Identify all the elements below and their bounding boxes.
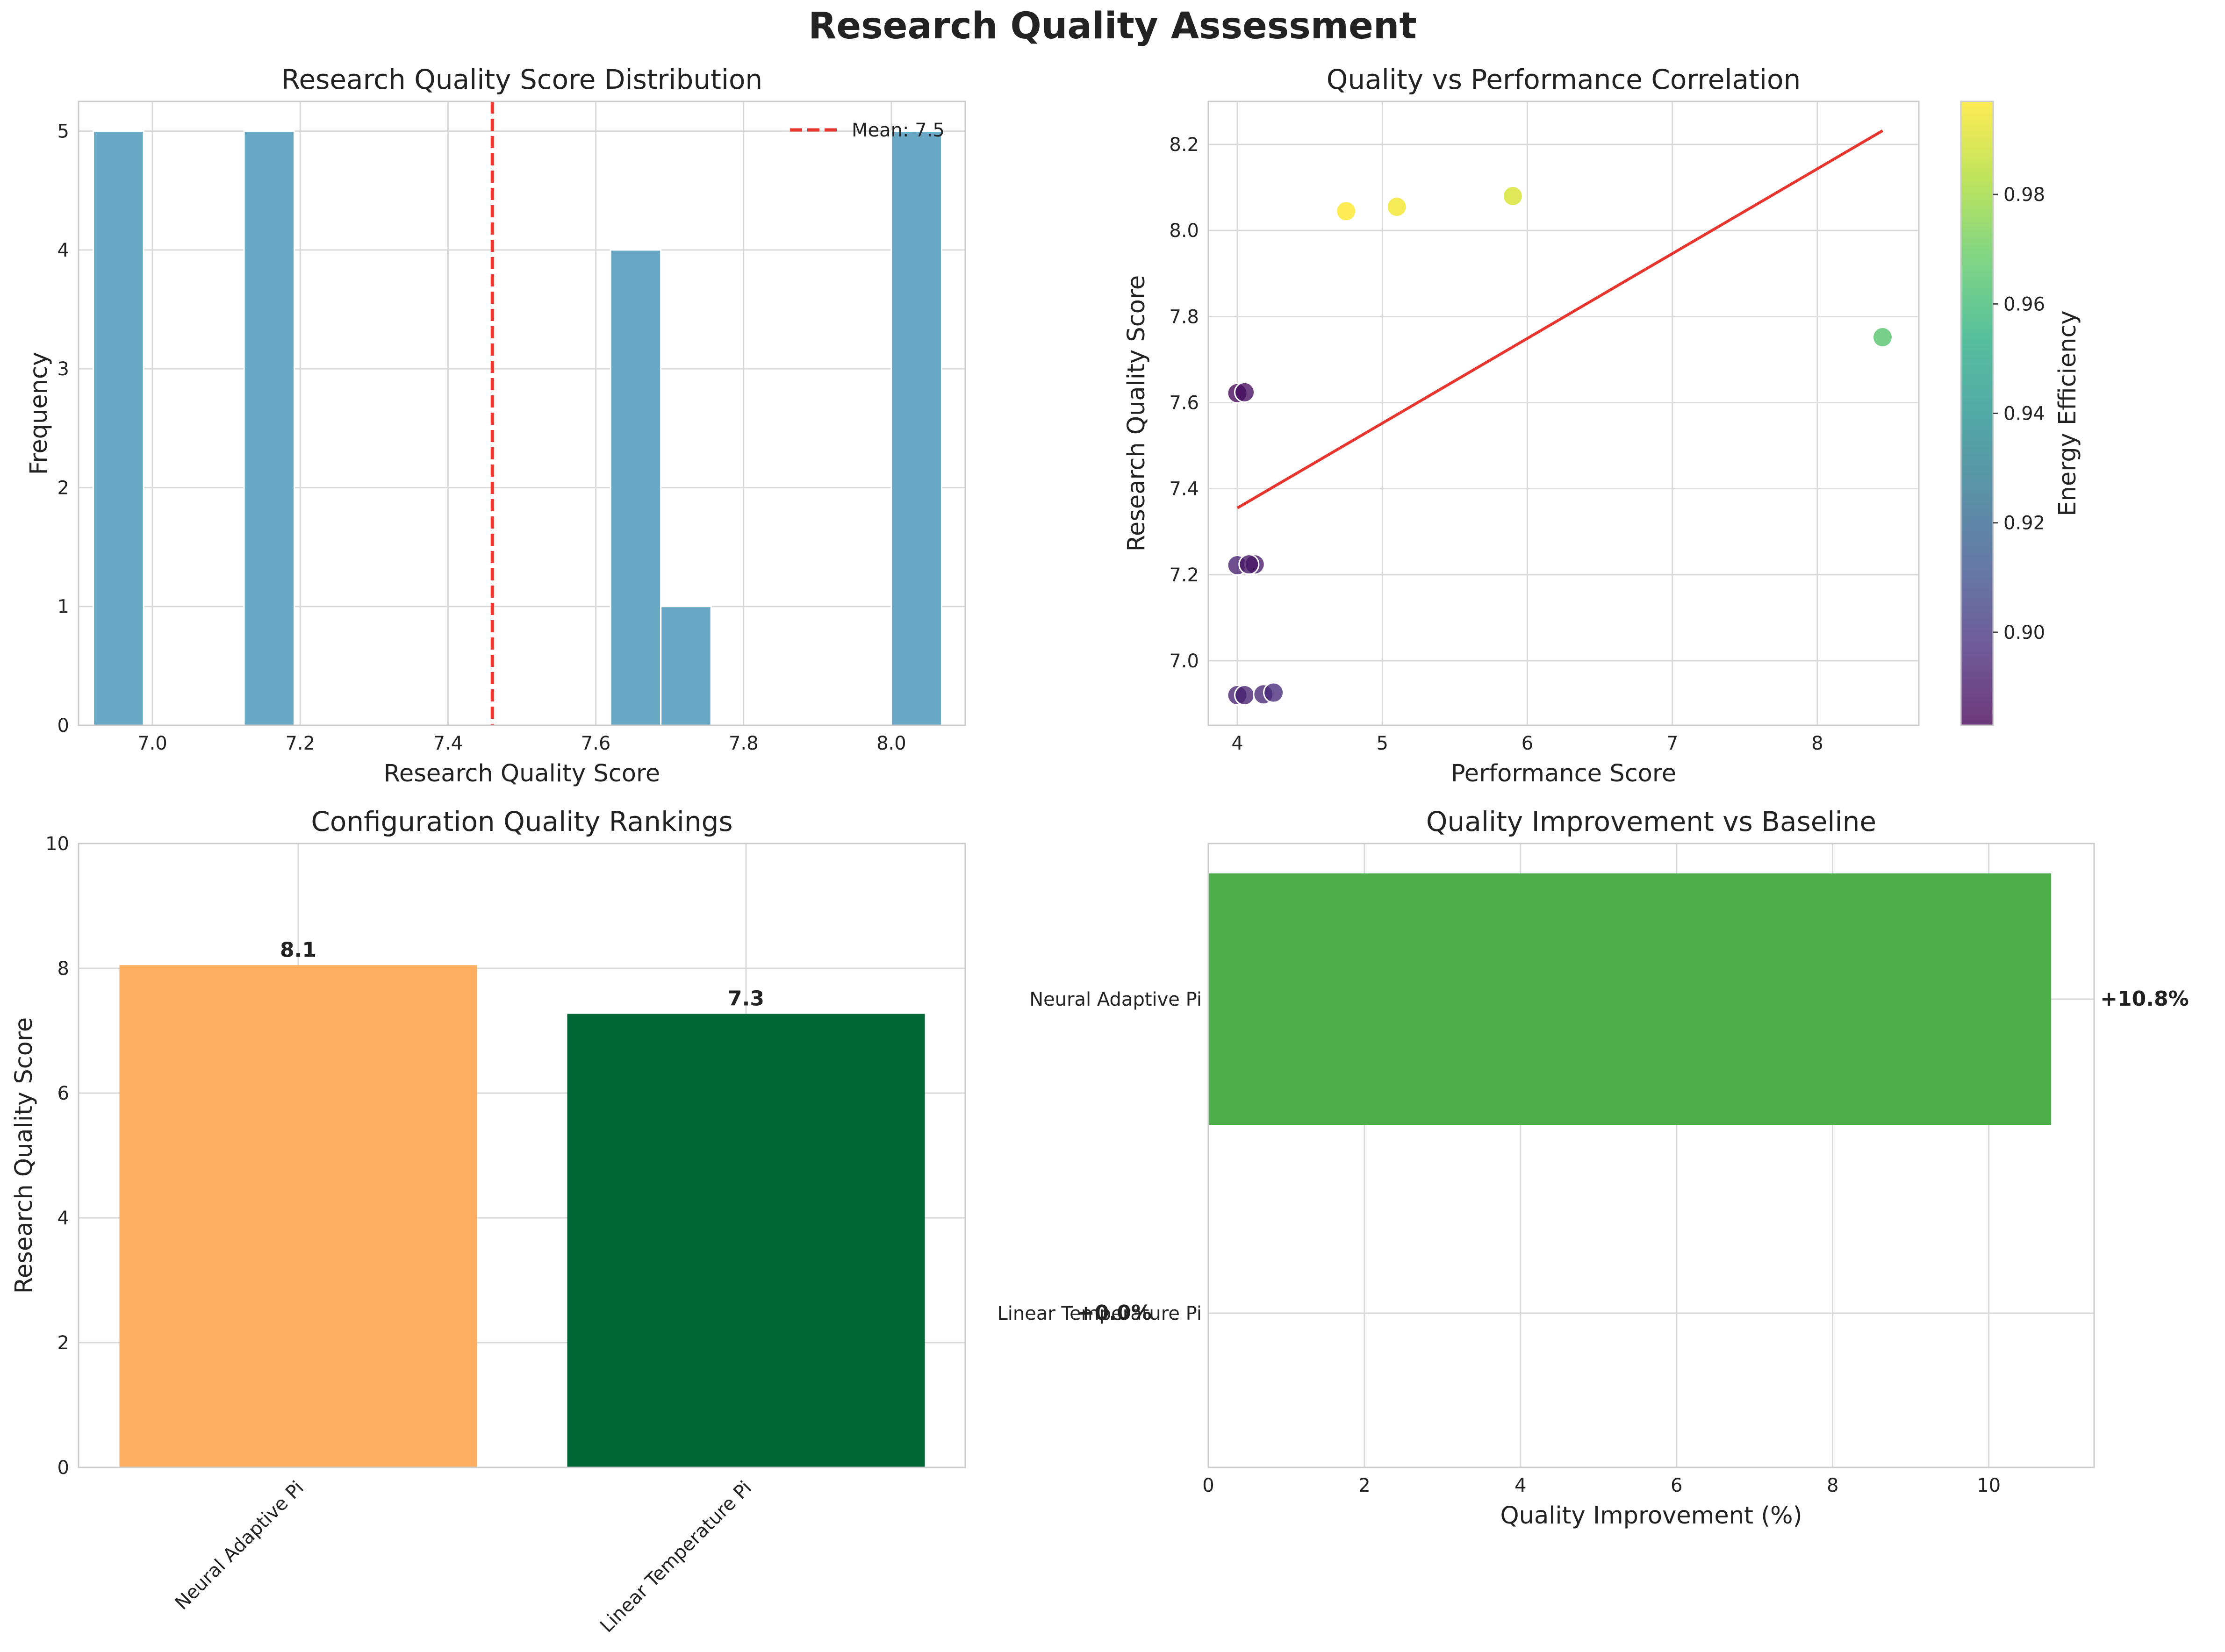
- y-axis-label: Research Quality Score: [10, 1017, 38, 1294]
- x-tick-label: Linear Temperature Pi: [596, 1477, 756, 1637]
- x-tick-label: 7.4: [433, 733, 463, 754]
- axes-frame: [1207, 843, 2095, 1468]
- colorbar-tick-label: 0.90: [2003, 622, 2045, 644]
- y-tick-label: 7.8: [1169, 306, 1199, 328]
- y-tick-label: 2: [57, 477, 69, 499]
- colorbar-tick-label: 0.94: [2003, 403, 2045, 425]
- histogram-bar: [243, 130, 295, 726]
- y-axis-label: Frequency: [25, 352, 53, 475]
- improvement-panel: 0 2 4 6 8 10 Neural Adaptive Pi +10.8% Linear Te…: [998, 806, 2189, 1530]
- x-tick-label: 7.6: [581, 733, 611, 754]
- y-axis-label: Research Quality Score: [1123, 275, 1150, 551]
- x-tick-label: 7: [1666, 733, 1678, 754]
- colorbar-tick-label: 0.98: [2003, 184, 2045, 206]
- x-tick-label: 8: [1811, 733, 1823, 754]
- colorbar-label: Energy Efficiency: [2054, 310, 2081, 516]
- y-tick-label: Linear Temperature Pi: [998, 1303, 1202, 1324]
- bar-value-label: +10.8%: [2100, 987, 2189, 1011]
- axes-frame: [78, 843, 966, 1468]
- y-tick-label: 1: [57, 596, 69, 618]
- y-tick-label: 8: [57, 958, 69, 980]
- figure-title: Research Quality Assessment: [808, 5, 1417, 47]
- y-tick-label: 8.0: [1169, 220, 1199, 242]
- axes-frame: [1207, 100, 1920, 726]
- histogram-bar: [890, 130, 942, 726]
- ranking-bar: [567, 1014, 925, 1467]
- x-tick-label: 7.0: [137, 733, 167, 754]
- scatter-point: [1872, 327, 1893, 348]
- x-axis-label: Research Quality Score: [384, 760, 660, 787]
- y-tick-label: 7.0: [1169, 651, 1199, 672]
- x-axis-label: Quality Improvement (%): [1500, 1502, 1802, 1530]
- y-tick-label: 5: [57, 121, 69, 143]
- x-tick-label: 2: [1358, 1475, 1370, 1496]
- histogram-panel: 7.0 7.2 7.4 7.6 7.8 8.0 0 1 2 3 4 5 Mean: 7.5 Researc…: [25, 64, 966, 787]
- y-tick-label: 0: [57, 715, 69, 737]
- y-tick-label: 10: [45, 833, 69, 855]
- y-tick-label: 7.2: [1169, 565, 1199, 586]
- improvement-bar: [1208, 873, 2052, 1125]
- y-tick-label: 6: [57, 1083, 69, 1104]
- scatter-point: [1335, 200, 1357, 222]
- y-tick-label: 7.4: [1169, 479, 1199, 500]
- panel-title: Configuration Quality Rankings: [311, 806, 732, 837]
- colorbar-tick-label: 0.96: [2003, 293, 2045, 315]
- y-tick-label: Neural Adaptive Pi: [1029, 989, 1202, 1010]
- x-axis-label: Performance Score: [1451, 760, 1676, 787]
- scatter-panel: 4 5 6 7 8 7.0 7.2 7.4 7.6 7.8 8.0 8.2 Quality vs Per…: [1123, 64, 2081, 787]
- x-tick-label: 4: [1231, 733, 1243, 754]
- colorbar: [1961, 101, 1993, 725]
- scatter-point: [1238, 554, 1260, 575]
- x-tick-label: 8.0: [876, 733, 906, 754]
- y-tick-label: 0: [57, 1457, 69, 1479]
- y-tick-label: 8.2: [1169, 134, 1199, 156]
- x-tick-label: 0: [1202, 1475, 1214, 1496]
- legend-mean-label: Mean: 7.5: [852, 120, 945, 141]
- ranking-bar: [119, 965, 477, 1467]
- trend-line: [1236, 129, 1883, 509]
- axes-frame: [78, 100, 966, 726]
- scatter-point: [1234, 685, 1256, 706]
- scatter-point: [1502, 186, 1523, 207]
- y-tick-label: 4: [57, 1208, 69, 1229]
- panel-title: Research Quality Score Distribution: [281, 64, 762, 95]
- histogram-bar: [93, 130, 144, 726]
- scatter-point: [1263, 682, 1285, 703]
- colorbar-tick-label: 0.92: [2003, 513, 2045, 534]
- bar-value-label: 7.3: [728, 987, 764, 1010]
- x-tick-label: 8: [1827, 1475, 1838, 1496]
- y-tick-label: 3: [57, 358, 69, 380]
- x-tick-label: 10: [1977, 1475, 2001, 1496]
- x-tick-label: 7.2: [285, 733, 315, 754]
- histogram-bar: [660, 606, 712, 726]
- x-tick-label: 4: [1514, 1475, 1526, 1496]
- bar-value-label: +0.0%: [1077, 1301, 1152, 1325]
- histogram-bar: [610, 249, 662, 726]
- y-tick-label: 2: [57, 1332, 69, 1354]
- x-tick-label: 7.8: [729, 733, 759, 754]
- rankings-panel: 0 2 4 6 8 10 8.1 Neural Adaptive Pi 7.3 Linear Te…: [10, 806, 966, 1637]
- y-tick-label: 4: [57, 240, 69, 261]
- panel-title: Quality Improvement vs Baseline: [1426, 806, 1876, 837]
- x-tick-label: Neural Adaptive Pi: [171, 1477, 308, 1614]
- x-tick-label: 6: [1522, 733, 1533, 754]
- bar-value-label: 8.1: [280, 938, 316, 962]
- x-tick-label: 6: [1671, 1475, 1682, 1496]
- panel-title: Quality vs Performance Correlation: [1327, 64, 1801, 95]
- scatter-point: [1386, 196, 1407, 218]
- scatter-point: [1234, 381, 1256, 403]
- x-tick-label: 5: [1377, 733, 1388, 754]
- y-tick-label: 7.6: [1169, 392, 1199, 414]
